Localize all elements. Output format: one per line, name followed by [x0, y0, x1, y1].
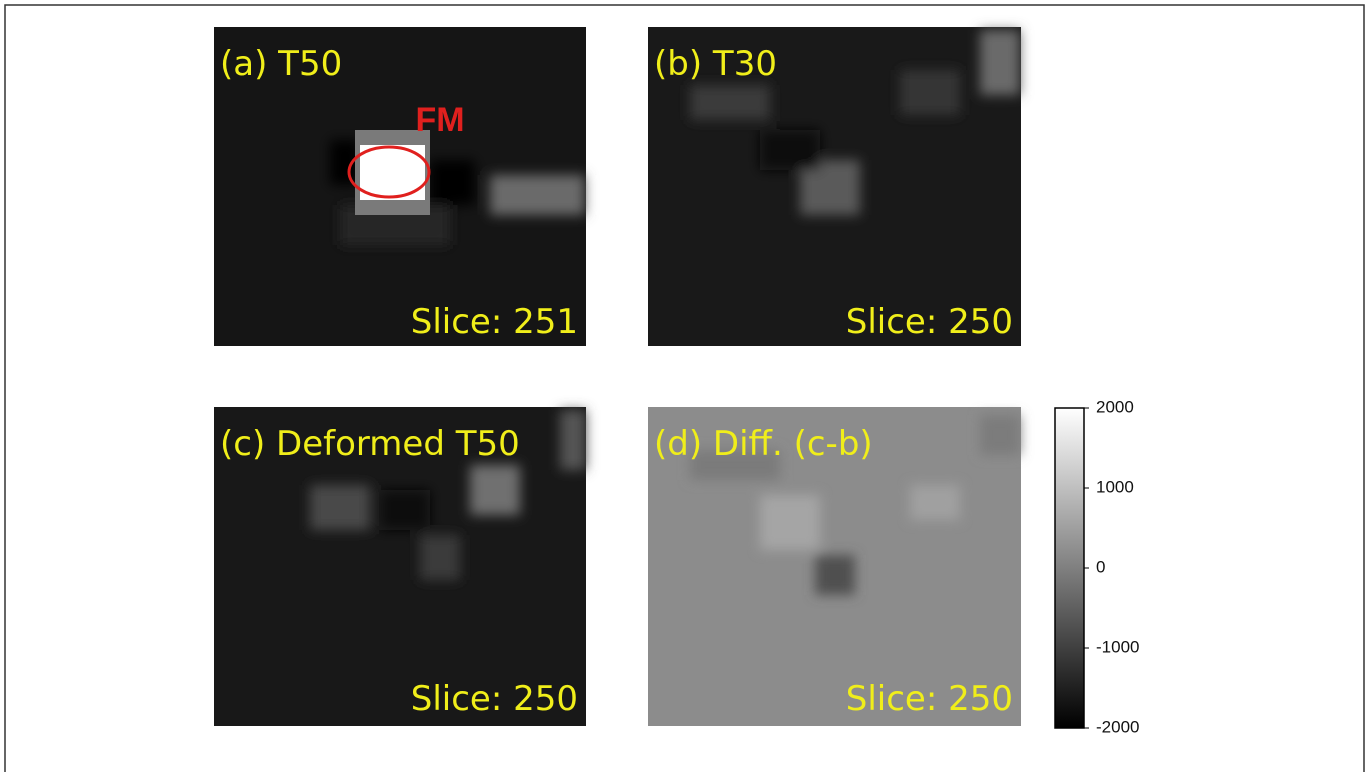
panel-label: (a) T50	[220, 44, 342, 84]
slice-label: Slice: 250	[411, 679, 578, 719]
panel-label: (c) Deformed T50	[220, 424, 520, 464]
slice-label: Slice: 250	[846, 302, 1013, 342]
panel-d: (d) Diff. (c-b) Slice: 250	[648, 407, 1021, 726]
tick-label: 2000	[1096, 397, 1134, 416]
panel-c: (c) Deformed T50 Slice: 250	[214, 407, 586, 726]
tick-label: 1000	[1096, 477, 1134, 496]
slice-label: Slice: 250	[846, 679, 1013, 719]
annotation: FM	[415, 101, 464, 139]
tick-label: -2000	[1096, 717, 1139, 736]
slice-label: Slice: 251	[411, 302, 578, 342]
panel-label: (d) Diff. (c-b)	[654, 424, 873, 464]
panel-a: FM (a) T50 Slice: 251	[214, 27, 586, 346]
tick-label: 0	[1096, 557, 1105, 576]
figure: FM (a) T50 Slice: 251 (b) T30 Slice: 250…	[0, 0, 1369, 772]
panel-label: (b) T30	[654, 44, 777, 84]
panel-b: (b) T30 Slice: 250	[648, 27, 1021, 346]
colorbar	[1055, 408, 1084, 728]
tick-label: -1000	[1096, 637, 1139, 656]
